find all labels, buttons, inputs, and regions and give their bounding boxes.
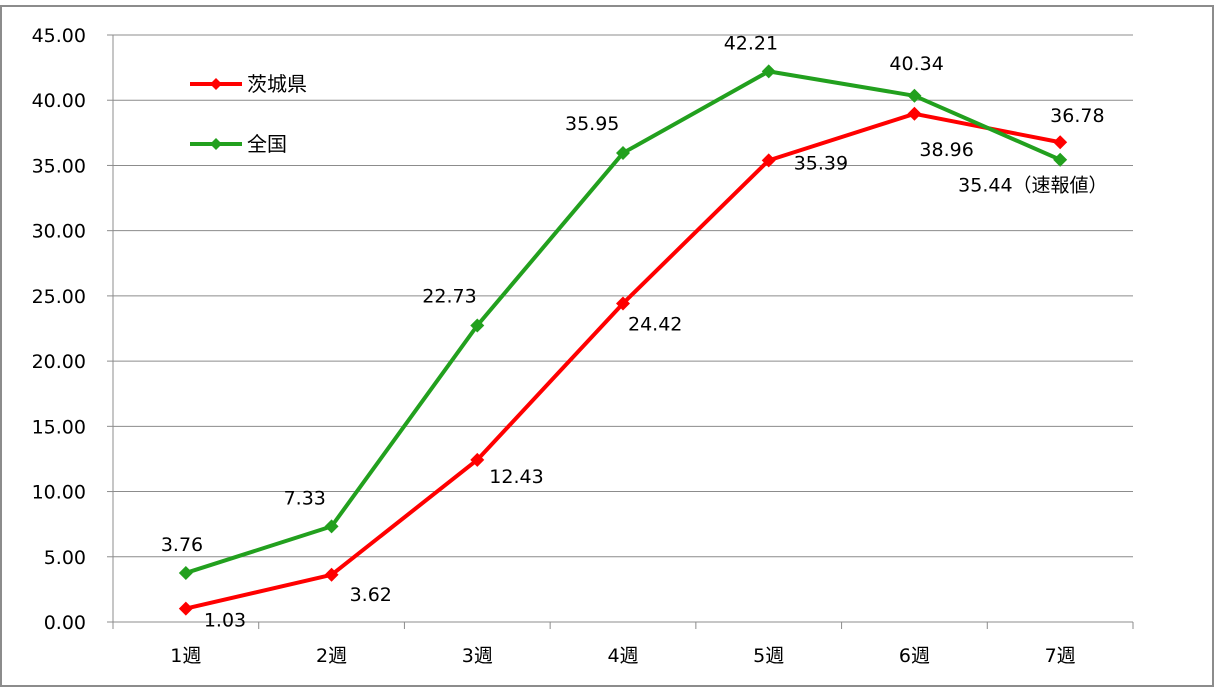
- data-label: 3.76: [161, 534, 203, 556]
- data-point-marker: [1053, 152, 1068, 167]
- axes: [107, 34, 1134, 629]
- data-point-marker: [1053, 135, 1068, 150]
- data-label: 35.44（速報値）: [958, 175, 1107, 197]
- x-tick-label: 3週: [462, 645, 493, 667]
- x-tick-label: 5週: [753, 645, 784, 667]
- data-point-marker: [324, 519, 339, 534]
- data-label: 3.62: [350, 584, 392, 606]
- data-labels: 1.03 3.62 12.43 24.42 35.39 38.96 36.78 3.76 7.3…: [161, 32, 1108, 631]
- data-label: 36.78: [1050, 105, 1104, 127]
- data-point-marker: [616, 296, 630, 311]
- x-tick-label: 4週: [607, 645, 638, 667]
- x-tick-label: 7週: [1045, 645, 1076, 667]
- y-tick-label: 35.00: [32, 155, 86, 177]
- chart-frame: [0, 5, 1214, 687]
- y-tick-label: 30.00: [32, 221, 86, 243]
- legend-label: 全国: [247, 132, 287, 156]
- data-label: 7.33: [284, 487, 326, 509]
- legend-swatch-marker: [210, 138, 222, 150]
- y-tick-label: 10.00: [32, 482, 86, 504]
- data-point-marker: [178, 601, 193, 616]
- data-point-marker: [178, 565, 193, 580]
- data-point-marker: [616, 146, 630, 161]
- y-tick-label: 5.00: [44, 547, 86, 569]
- data-point-marker: [761, 153, 776, 168]
- y-tick-label: 20.00: [32, 351, 86, 373]
- legend-label: 茨城県: [247, 72, 307, 96]
- x-axis-tick-labels: 1週 2週 3週 4週 5週 6週 7週: [170, 645, 1075, 667]
- data-point-marker: [324, 567, 339, 582]
- data-point-marker: [761, 64, 776, 79]
- gridlines: [113, 34, 1133, 558]
- x-tick-label: 6週: [899, 645, 930, 667]
- data-point-marker: [907, 106, 922, 121]
- data-point-marker: [907, 88, 922, 103]
- data-label: 42.21: [724, 32, 778, 54]
- data-point-marker: [470, 452, 485, 467]
- x-tick-label: 1週: [170, 645, 201, 667]
- y-tick-label: 15.00: [32, 416, 86, 438]
- y-tick-label: 40.00: [32, 90, 86, 112]
- data-label: 35.95: [565, 113, 619, 135]
- y-tick-label: 45.00: [32, 25, 86, 47]
- data-label: 40.34: [889, 53, 943, 75]
- data-label: 22.73: [422, 285, 476, 307]
- data-label: 12.43: [489, 466, 543, 488]
- series-lines: [178, 64, 1068, 616]
- x-tick-label: 2週: [316, 645, 347, 667]
- y-tick-label: 0.00: [44, 612, 86, 634]
- y-axis-tick-labels: 0.00 5.00 10.00 15.00 20.00 25.00 30.00 35.00 40…: [32, 25, 86, 634]
- legend-swatch-marker: [210, 78, 222, 90]
- data-label: 35.39: [794, 152, 848, 174]
- data-point-marker: [470, 318, 485, 333]
- y-tick-label: 25.00: [32, 286, 86, 308]
- data-label: 1.03: [204, 610, 246, 632]
- data-label: 38.96: [919, 139, 973, 161]
- data-label: 24.42: [628, 313, 682, 335]
